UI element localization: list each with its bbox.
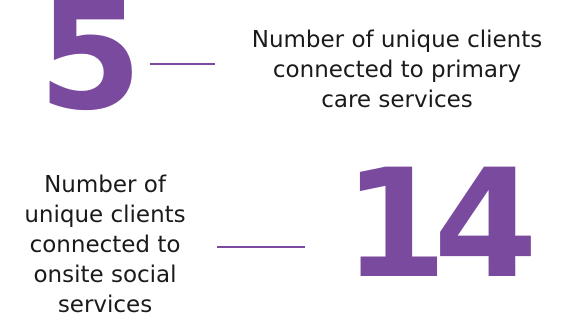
stat-label-line: Number of (44, 172, 166, 198)
stat-label-line: connected to (29, 232, 181, 258)
stat-label-line: care services (321, 87, 473, 113)
stat-value: 5 (38, 0, 142, 144)
stat-label-line: onsite social (33, 262, 177, 288)
stat-label: Number of unique clients connected to pr… (225, 25, 569, 115)
stat-label-line: unique clients (24, 202, 186, 228)
connector-line (217, 246, 305, 248)
stat-label-line: connected to primary (272, 57, 522, 83)
stat-label-line: services (57, 292, 153, 318)
stat-label-line: Number of unique clients (251, 27, 543, 53)
connector-line (150, 63, 215, 65)
stat-value: 14 (343, 138, 538, 312)
stat-label: Number of unique clients connected to on… (0, 170, 210, 320)
